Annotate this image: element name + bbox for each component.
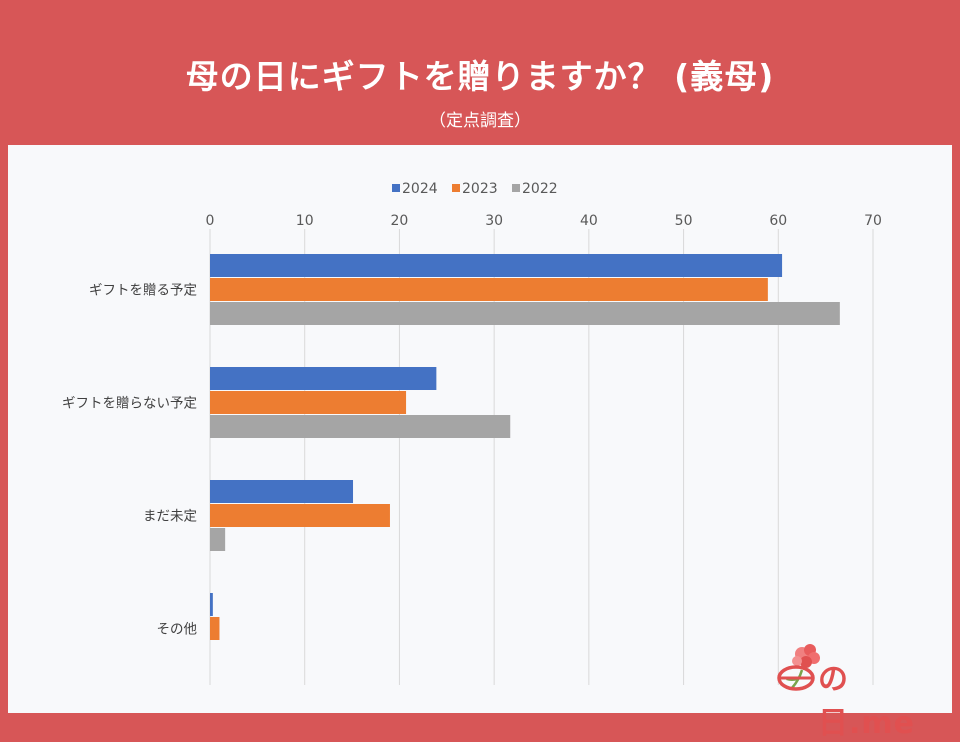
page-subtitle: （定点調査） (429, 111, 531, 131)
legend-label: 2024 (402, 181, 438, 197)
logo-text: の日.me (818, 662, 916, 741)
x-tick-label: 40 (580, 213, 598, 229)
category-label: ギフトを贈る予定 (89, 283, 197, 299)
bar (210, 504, 390, 527)
x-tick-label: 50 (675, 213, 693, 229)
site-logo: の日.me (772, 636, 942, 741)
legend-label: 2023 (462, 181, 498, 197)
bar (210, 528, 226, 551)
x-tick-label: 70 (864, 213, 882, 229)
category-label: まだ未定 (143, 509, 197, 525)
x-tick-label: 20 (391, 213, 409, 229)
bar (210, 254, 783, 277)
x-tick-label: 60 (769, 213, 787, 229)
bar (210, 302, 840, 325)
legend-swatch (512, 184, 520, 192)
bar (210, 278, 768, 301)
x-tick-label: 10 (296, 213, 314, 229)
x-tick-label: 30 (485, 213, 503, 229)
category-label: その他 (157, 622, 198, 638)
bar (210, 391, 407, 414)
category-label: ギフトを贈らない予定 (62, 396, 197, 412)
x-tick-label: 0 (206, 213, 215, 229)
bar (210, 480, 354, 503)
carnation-icon (777, 644, 820, 691)
bar-chart: 0 10 20 30 40 50 60 70 ギフトを贈る予定ギフトを贈らない予定まだ未定その他… (62, 181, 882, 685)
legend-label: 2022 (522, 181, 558, 197)
bar (210, 415, 511, 438)
bar (210, 593, 213, 616)
page-title: 母の日にギフトを贈りますか？ (義母) (185, 57, 775, 96)
bar (210, 367, 437, 390)
legend-swatch (452, 184, 460, 192)
chart-panel: 0 10 20 30 40 50 60 70 ギフトを贈る予定ギフトを贈らない予定まだ未定その他… (8, 145, 952, 713)
bar (210, 617, 220, 640)
legend-swatch (392, 184, 400, 192)
